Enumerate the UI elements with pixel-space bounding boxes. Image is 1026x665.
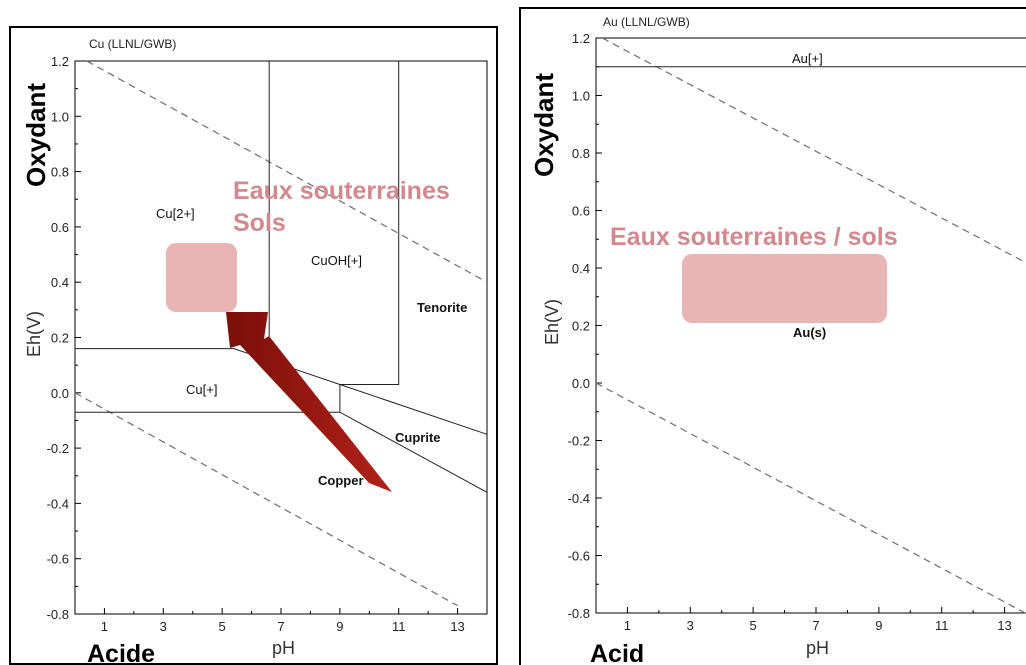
cu-y-tick-label: 0.8: [51, 165, 69, 180]
au-x-tick-label: 11: [935, 618, 949, 633]
au-water-line-upper: [601, 37, 1026, 264]
cu-water-line-lower: [74, 392, 458, 607]
au-oxydant-label: Oxydant: [529, 73, 559, 177]
cu-y-tick-label: -0.6: [47, 552, 69, 567]
au-x-tick-label: 13: [997, 618, 1011, 633]
au-y-tick-label: 0.6: [572, 204, 590, 219]
cu-phase-boundary: [339, 384, 488, 435]
au-x-tick-label: 9: [875, 618, 882, 633]
cu-y-tick-label: -0.8: [47, 607, 69, 622]
cu-x-tick-label: 13: [450, 619, 464, 634]
au-y-tick-label: 0.0: [572, 376, 590, 391]
cu-phase-boundary: [75, 411, 488, 493]
cu-x-tick-label: 3: [160, 619, 167, 634]
au-x-tick-label: 5: [750, 618, 757, 633]
au-y-tick-label: 0.4: [572, 261, 590, 276]
au-y-tick-label: -0.6: [568, 549, 590, 564]
cu-axes: 1.21.00.80.60.40.20.0-0.2-0.4-0.6-0.81 3 5…: [47, 54, 465, 634]
au-axes: 1.21.00.80.60.40.20.0-0.2-0.4-0.6-0.81 3 5…: [568, 31, 1012, 633]
cu-highlight-label-line2: Sols: [233, 209, 286, 237]
cu-phase-boundary: [339, 61, 400, 385]
cu-x-tick-label: 11: [392, 619, 406, 634]
cu-region-label-cuplus: Cu[+]: [186, 382, 217, 397]
cu-y-axis-label: Eh(V): [24, 311, 44, 357]
au-highlight-label: Eaux souterraines / sols: [610, 223, 898, 251]
au-y-tick-label: -0.4: [568, 491, 590, 506]
cu-highlight-label-line1: Eaux souterraines: [233, 177, 450, 205]
cu-y-tick-label: 1.0: [51, 109, 69, 124]
cu-y-tick-label: -0.2: [47, 441, 69, 456]
cu-x-axis-label: pH: [272, 638, 295, 658]
cu-oxydant-label: Oxydant: [21, 83, 51, 187]
cu-chart-title: Cu (LLNL/GWB): [89, 37, 176, 51]
au-y-tick-label: 0.8: [572, 146, 590, 161]
au-panel-border: [519, 7, 1026, 665]
au-y-tick-label: 1.0: [572, 89, 590, 104]
au-x-axis-label: pH: [806, 638, 829, 658]
au-x-tick-label: 1: [624, 618, 631, 633]
au-x-tick-label: 3: [687, 618, 694, 633]
cu-pourbaix-panel: Cu (LLNL/GWB) 1.2 1.0 0.8 0.6 0.4 0.2 0.0 -0.2 -…: [9, 26, 498, 665]
cu-y-tick-label: 0.6: [51, 220, 69, 235]
cu-y-tick-label: 0.0: [51, 386, 69, 401]
au-pourbaix-panel: Au (LLNL/GWB) 1.2 1.0 0.8 0.6 0.4 0.2 0.0 -0.2 -…: [519, 7, 1026, 665]
cu-stability-lines: [74, 60, 488, 607]
au-chart-title: Au (LLNL/GWB): [603, 15, 690, 29]
au-region-label-auplus: Au[+]: [792, 51, 823, 66]
au-y-axis-label: Eh(V): [542, 299, 562, 345]
cu-x-tick-label: 9: [336, 619, 343, 634]
cu-y-tick-label: -0.4: [47, 496, 69, 511]
au-groundwater-zone: [682, 254, 887, 323]
au-y-tick-label: 1.2: [572, 31, 590, 46]
cu-y-tick-label: 0.4: [51, 275, 69, 290]
au-y-tick-label: -0.8: [568, 606, 590, 621]
cu-region-label-cuohplus: CuOH[+]: [311, 253, 362, 268]
cu-red-arrow: [226, 312, 392, 492]
cu-x-tick-label: 5: [219, 619, 226, 634]
cu-y-tick-label: 0.2: [51, 331, 69, 346]
cu-region-label-cuprite: Cuprite: [395, 430, 441, 445]
cu-x-tick-label: 1: [101, 619, 108, 634]
cu-region-label-tenorite: Tenorite: [417, 300, 467, 315]
au-region-label-aus: Au(s): [793, 325, 826, 340]
cu-groundwater-zone: [166, 243, 237, 312]
cu-x-tick-label: 7: [277, 619, 284, 634]
cu-acide-label: Acide: [87, 640, 155, 665]
au-y-tick-label: 0.2: [572, 319, 590, 334]
cu-y-tick-label: 1.2: [51, 54, 69, 69]
cu-region-label-cu2plus: Cu[2+]: [156, 206, 195, 221]
cu-region-label-copper: Copper: [318, 473, 364, 488]
au-stability-lines: [595, 37, 1026, 615]
au-acid-label: Acid: [590, 640, 644, 665]
au-x-tick-label: 7: [812, 618, 819, 633]
au-y-tick-label: -0.2: [568, 434, 590, 449]
cu-water-line-upper: [86, 60, 488, 283]
